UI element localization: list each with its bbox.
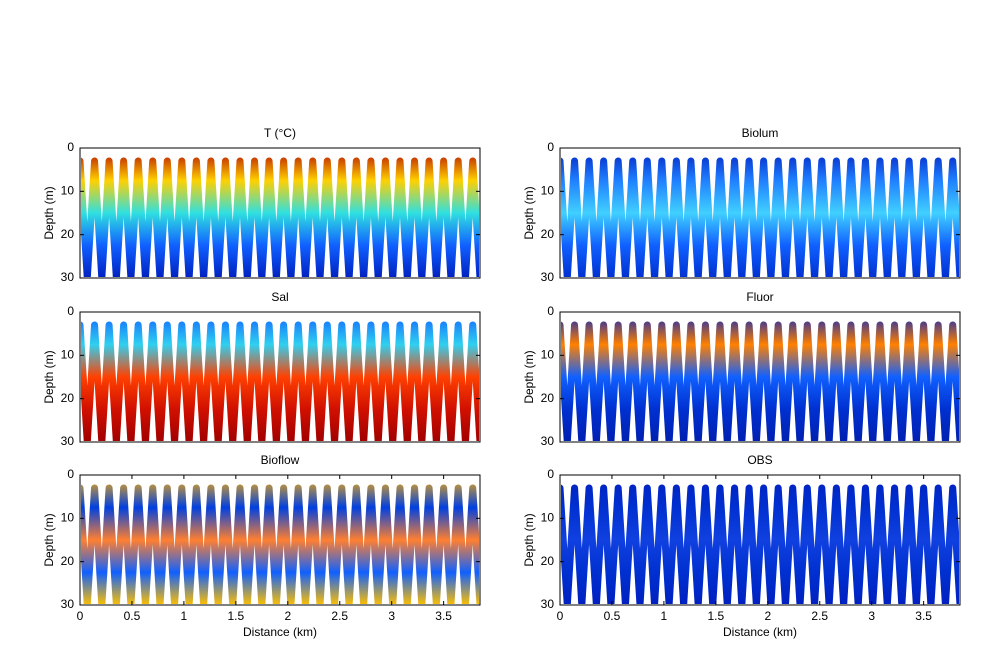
y-axis-label: Depth (m) <box>522 513 536 566</box>
y-tick-label: 10 <box>61 184 75 198</box>
x-axis-label: Distance (km) <box>243 625 317 639</box>
y-tick-label: 10 <box>61 511 75 525</box>
profile-track <box>81 157 479 277</box>
profile-track <box>561 321 959 441</box>
y-tick-label: 20 <box>61 391 75 405</box>
x-tick-label: 2 <box>764 609 771 623</box>
y-tick-label: 30 <box>541 434 555 448</box>
y-tick-label: 0 <box>67 140 74 154</box>
x-tick-label: 3.5 <box>435 609 452 623</box>
y-tick-label: 0 <box>547 304 554 318</box>
x-tick-label: 2.5 <box>331 609 348 623</box>
panel-title: Sal <box>271 290 288 304</box>
x-tick-label: 0.5 <box>604 609 621 623</box>
y-axis-label: Depth (m) <box>522 186 536 239</box>
y-tick-label: 10 <box>541 511 555 525</box>
profile-track <box>561 484 959 604</box>
axes-frame <box>559 147 961 279</box>
x-tick-label: 3 <box>868 609 875 623</box>
profile-track <box>561 157 959 277</box>
panel-title: Bioflow <box>261 453 300 467</box>
y-tick-label: 10 <box>541 348 555 362</box>
y-tick-label: 30 <box>61 434 75 448</box>
x-tick-label: 0 <box>77 609 84 623</box>
y-tick-label: 0 <box>547 140 554 154</box>
panel-title: OBS <box>747 453 772 467</box>
y-axis-label: Depth (m) <box>42 186 56 239</box>
profile-track <box>81 484 479 604</box>
axes-frame <box>559 474 961 606</box>
x-tick-label: 1.5 <box>228 609 245 623</box>
axes-frame <box>79 147 481 279</box>
panel-title: T (°C) <box>264 126 296 140</box>
panel-title: Biolum <box>742 126 779 140</box>
panel-title: Fluor <box>746 290 773 304</box>
y-tick-label: 0 <box>67 304 74 318</box>
x-tick-label: 1 <box>181 609 188 623</box>
y-tick-label: 20 <box>541 391 555 405</box>
x-tick-label: 0 <box>557 609 564 623</box>
x-tick-label: 2.5 <box>811 609 828 623</box>
panel: Biolum Depth (m) 0 10 20 30 <box>522 126 961 284</box>
x-axis-label: Distance (km) <box>723 625 797 639</box>
y-tick-label: 20 <box>61 227 75 241</box>
axes-frame <box>79 311 481 443</box>
y-tick-label: 10 <box>61 348 75 362</box>
x-tick-label: 1.5 <box>708 609 725 623</box>
y-tick-label: 30 <box>61 270 75 284</box>
axes-frame <box>79 474 481 606</box>
y-tick-label: 20 <box>541 554 555 568</box>
y-tick-label: 20 <box>61 554 75 568</box>
panel: T (°C) Depth (m) 0 10 20 30 <box>42 126 481 284</box>
x-tick-label: 1 <box>661 609 668 623</box>
x-tick-label: 0.5 <box>124 609 141 623</box>
profile-track <box>81 321 479 441</box>
panel: Fluor Depth (m) 0 10 20 30 <box>522 290 961 448</box>
x-tick-label: 2 <box>284 609 291 623</box>
y-tick-label: 0 <box>67 467 74 481</box>
y-axis-label: Depth (m) <box>42 513 56 566</box>
x-tick-label: 3 <box>388 609 395 623</box>
y-axis-label: Depth (m) <box>522 350 536 403</box>
y-tick-label: 20 <box>541 227 555 241</box>
panel: Sal Depth (m) 0 10 20 30 <box>42 290 481 448</box>
y-tick-label: 30 <box>541 597 555 611</box>
axes-frame <box>559 311 961 443</box>
y-tick-label: 30 <box>541 270 555 284</box>
y-tick-label: 10 <box>541 184 555 198</box>
y-axis-label: Depth (m) <box>42 350 56 403</box>
x-tick-label: 3.5 <box>915 609 932 623</box>
y-tick-label: 30 <box>61 597 75 611</box>
y-tick-label: 0 <box>547 467 554 481</box>
